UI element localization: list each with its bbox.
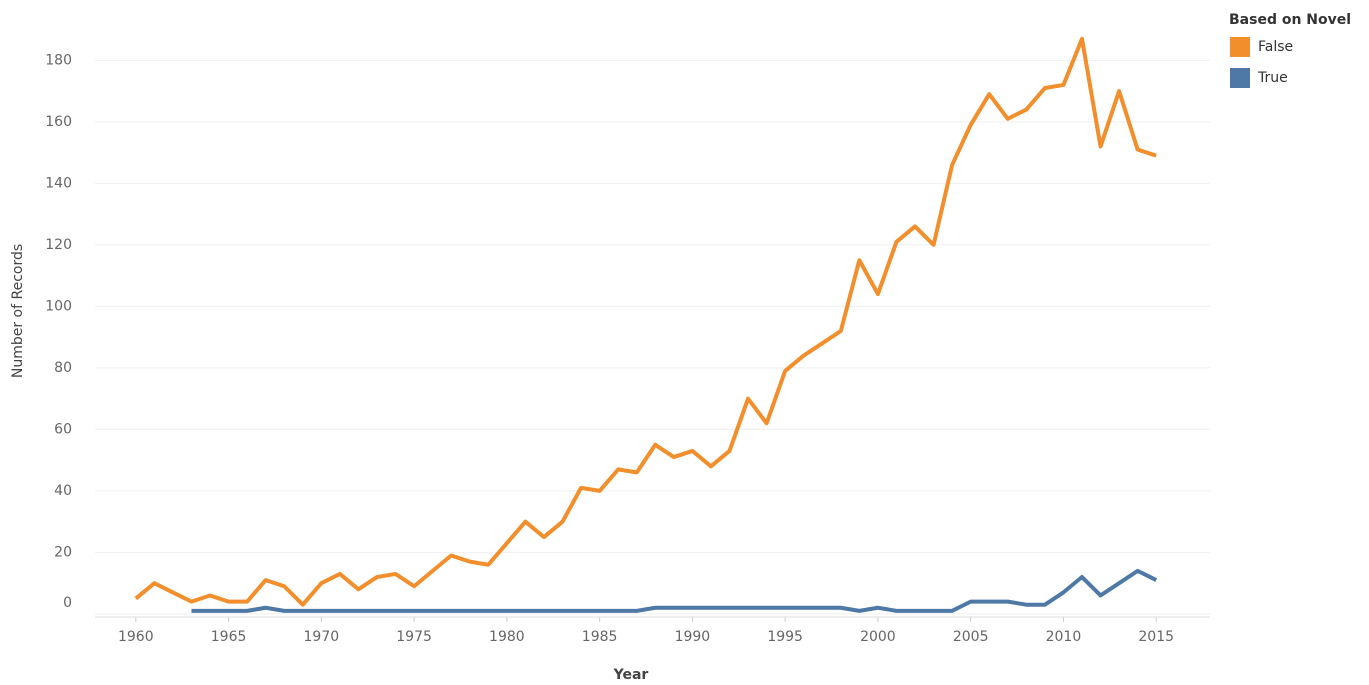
x-tick-label: 1980	[489, 629, 525, 645]
y-tick-label: 40	[54, 483, 72, 499]
y-tick-label: 180	[45, 52, 72, 68]
x-tick-label: 2010	[1046, 629, 1082, 645]
y-tick-label: 0	[63, 595, 72, 611]
x-tick-label: 2015	[1138, 629, 1174, 645]
y-tick-label: 80	[54, 360, 72, 376]
legend-label: False	[1258, 39, 1293, 55]
x-tick-label: 1965	[211, 629, 247, 645]
x-tick-label: 2005	[953, 629, 989, 645]
y-tick-label: 160	[45, 114, 72, 130]
x-axis-label: Year	[613, 667, 649, 683]
x-tick-label: 1995	[767, 629, 803, 645]
y-axis-label: Number of Records	[10, 244, 26, 378]
y-tick-label: 120	[45, 237, 72, 253]
x-tick-label: 2000	[860, 629, 896, 645]
x-tick-label: 1975	[396, 629, 432, 645]
x-tick-label: 1970	[304, 629, 340, 645]
x-tick-label: 1990	[675, 629, 711, 645]
y-tick-label: 60	[54, 421, 72, 437]
y-tick-label: 140	[45, 175, 72, 191]
x-tick-label: 1985	[582, 629, 618, 645]
y-tick-label: 100	[45, 298, 72, 314]
line-series	[191, 568, 1158, 613]
legend-title: Based on Novel	[1229, 12, 1351, 28]
y-tick-label: 20	[54, 544, 72, 560]
legend-swatch	[1230, 37, 1250, 57]
legend-label: True	[1257, 70, 1288, 86]
legend-swatch	[1230, 68, 1250, 88]
line-series	[134, 36, 1157, 607]
x-tick-label: 1960	[118, 629, 154, 645]
